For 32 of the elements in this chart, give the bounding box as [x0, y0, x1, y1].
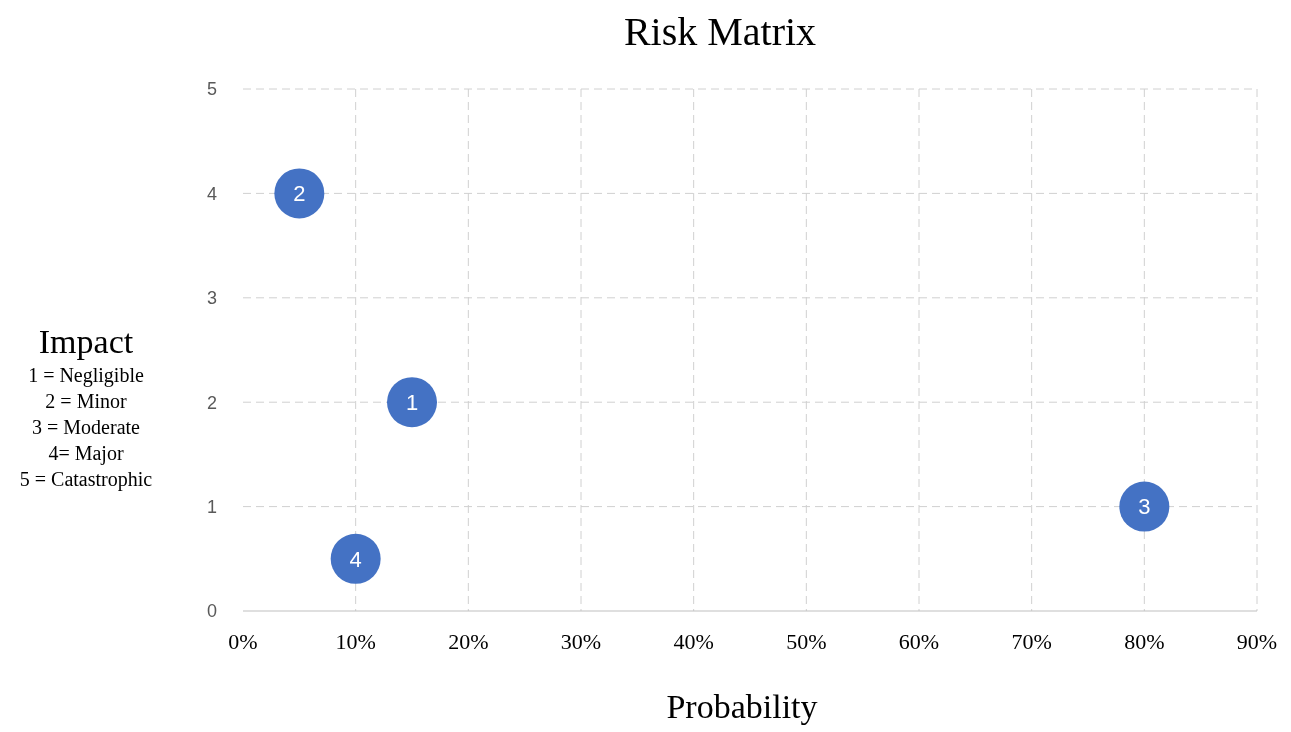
x-tick-label: 80% [1124, 629, 1165, 654]
x-tick-label: 20% [448, 629, 489, 654]
text: 2 = Minor [45, 390, 127, 412]
y-tick-label: 0 [206, 601, 217, 622]
annotation: 4 [349, 546, 362, 572]
y-tick-label: 3 [206, 288, 217, 309]
text: 4= Major [48, 442, 124, 465]
y-tick-label: 2 [206, 392, 217, 413]
annotation: 3 [1138, 494, 1151, 520]
x-tick-label: 90% [1236, 629, 1278, 654]
chart-title: Risk Matrix [623, 9, 817, 54]
x-tick-label: 40% [673, 629, 714, 654]
text: 5 = Catastrophic [19, 468, 153, 491]
annotation: 1 [405, 389, 419, 415]
point [274, 168, 325, 219]
x-tick-label: 30% [560, 629, 602, 654]
text: 1 = Negligible [28, 364, 144, 387]
x-tick-label: 10% [335, 629, 376, 654]
text: 3 = Moderate [32, 416, 141, 438]
x-tick-label: 70% [1011, 629, 1052, 654]
x-tick-label: 60% [898, 629, 940, 654]
y-tick-label: 5 [206, 79, 217, 100]
y-tick-label: 4 [206, 183, 217, 204]
point [330, 533, 381, 584]
point [1119, 481, 1170, 532]
x-tick-label: 50% [786, 629, 827, 654]
y-tick-label: 1 [206, 496, 217, 517]
x-axis-title: Probability [666, 688, 818, 725]
point [387, 377, 437, 428]
y-axis-title: Impact [38, 323, 134, 360]
x-tick-label: 0% [228, 629, 258, 654]
annotation: 2 [293, 181, 306, 207]
